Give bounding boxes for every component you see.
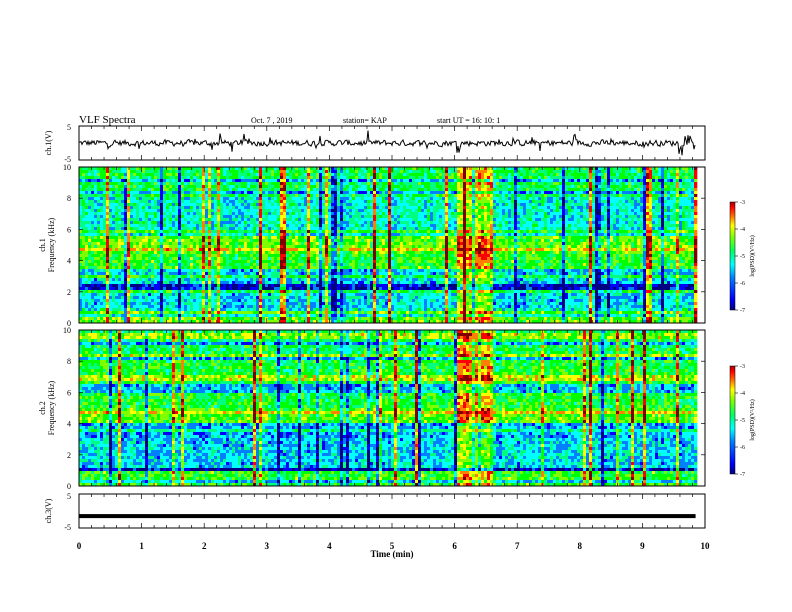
ch1-spectrogram-ticks <box>78 167 706 323</box>
y-tick-label: 10 <box>63 163 71 172</box>
y-tick-label: 2 <box>67 451 71 460</box>
ch1-spectrogram-image <box>79 167 698 324</box>
colorbar-tick-label: -6 <box>740 281 745 287</box>
ch1-waveform-ylabel: ch.1(V) <box>44 130 53 155</box>
ch1-waveform-ytick-bottom: -5 <box>64 155 71 164</box>
colorbar-tick-label: -4 <box>740 391 745 397</box>
x-axis-label: Time (min) <box>370 549 413 559</box>
ch1-waveform-trace <box>78 130 696 156</box>
ch2-spectrogram-image <box>79 330 698 487</box>
y-tick-label: 6 <box>67 388 71 397</box>
y-tick-label: 2 <box>67 288 71 297</box>
ch2-colorbar-label: log(PSD)(V²/Hz) <box>749 399 756 440</box>
ch3-waveform-ytick-top: 5 <box>67 492 71 501</box>
x-tick-label: 3 <box>265 541 270 551</box>
colorbar-tick-label: -3 <box>740 200 745 206</box>
ch3-waveform-trace <box>79 514 696 519</box>
ch1-spectrogram-ylabel-freq: Frequency (kHz) <box>47 217 56 272</box>
x-tick-label: 2 <box>202 541 207 551</box>
ch3-waveform-ticks <box>78 494 706 528</box>
x-tick-label: 1 <box>139 541 144 551</box>
ch1-colorbar: -3 -4 -5 -6 -7 log(PSD)(V²/Hz) <box>729 200 756 314</box>
y-tick-label: 10 <box>63 326 71 335</box>
ch1-waveform-ytick-top: 5 <box>67 123 71 132</box>
ch1-waveform-panel: 5 -5 ch.1(V) <box>44 123 706 164</box>
colorbar-tick-label: -6 <box>740 445 745 451</box>
x-tick-label: 9 <box>640 541 645 551</box>
y-tick-label: 4 <box>67 420 71 429</box>
ch2-spectrogram-yticks: 0 2 4 6 8 10 <box>63 326 705 491</box>
x-tick-label: 10 <box>701 541 711 551</box>
start-ut-label: start UT = 16: 10: 1 <box>437 116 500 125</box>
ch3-waveform-ylabel: ch.3(V) <box>44 498 53 523</box>
ch1-colorbar-label: log(PSD)(V²/Hz) <box>749 235 756 276</box>
x-tick-label: 6 <box>452 541 457 551</box>
ch2-spectrogram-panel: 0 2 4 6 8 10 ch.2 Frequency (kHz) -3 -4 -5 -6 -7 … <box>38 326 756 491</box>
colorbar-tick-label: -5 <box>740 254 745 260</box>
y-tick-label: 0 <box>67 319 71 328</box>
ch2-spectrogram-ticks <box>78 330 706 486</box>
y-tick-label: 0 <box>67 482 71 491</box>
x-tick-label: 4 <box>327 541 332 551</box>
date-label: Oct. 7 , 2019 <box>251 116 293 125</box>
y-tick-label: 4 <box>67 257 71 266</box>
colorbar-tick-label: -4 <box>740 227 745 233</box>
y-tick-label: 8 <box>67 194 71 203</box>
colorbar-tick-label: -7 <box>740 308 745 314</box>
x-tick-label: 8 <box>578 541 583 551</box>
y-tick-label: 8 <box>67 357 71 366</box>
y-tick-label: 6 <box>67 225 71 234</box>
ch1-waveform-ticks <box>78 126 706 160</box>
ch1-spectrogram-panel: 0 2 4 6 8 10 ch.1 Frequency (kHz) -3 -4 -5 -6 -7 … <box>38 163 756 328</box>
figure-title: VLF Spectra <box>79 114 136 126</box>
ch2-spectrogram-ylabel-channel: ch.2 <box>38 401 47 415</box>
ch1-spectrogram-ylabel-channel: ch.1 <box>38 238 47 252</box>
ch3-waveform-panel: 5 -5 ch.3(V) <box>44 492 706 532</box>
ch3-waveform-ytick-bottom: -5 <box>64 523 71 532</box>
x-tick-label: 7 <box>515 541 520 551</box>
x-tick-label: 0 <box>77 541 82 551</box>
x-axis-tick-labels: 0 1 2 3 4 5 6 7 8 9 10 <box>77 541 710 551</box>
colorbar-tick-label: -7 <box>740 472 745 478</box>
colorbar-tick-label: -5 <box>740 418 745 424</box>
ch2-colorbar: -3 -4 -5 -6 -7 log(PSD)(V²/Hz) <box>729 364 756 478</box>
ch1-spectrogram-yticks: 0 2 4 6 8 10 <box>63 163 705 328</box>
ch2-spectrogram-ylabel-freq: Frequency (kHz) <box>47 380 56 435</box>
station-label: station= KAP <box>343 116 387 125</box>
x-tick-label: 5 <box>390 541 395 551</box>
colorbar-tick-label: -3 <box>740 364 745 370</box>
